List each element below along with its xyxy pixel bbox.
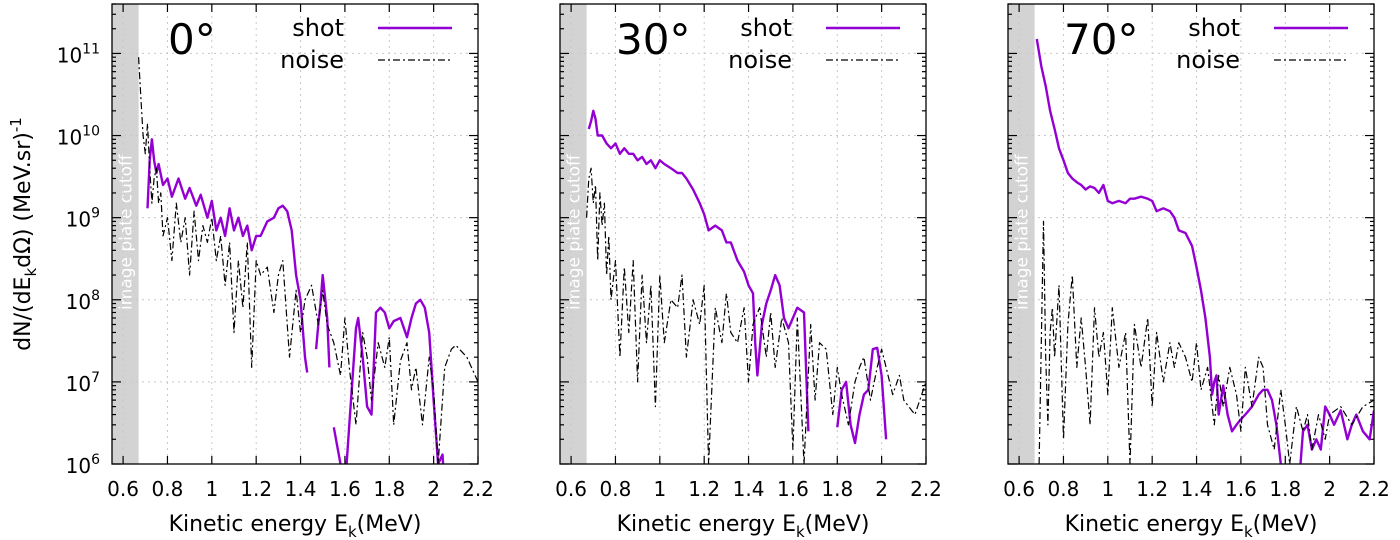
y-axis-label: dN/(dEkdΩ) (MeV.sr)-1 [7, 117, 40, 351]
x-tick-label: 1.6 [329, 477, 361, 501]
x-tick-label: 1.2 [240, 477, 272, 501]
x-tick-label: 1.6 [1225, 477, 1257, 501]
x-axis-label: Kinetic energy Ek(MeV) [169, 512, 422, 540]
y-tick-label: 108 [66, 288, 100, 314]
x-tick-label: 0.8 [600, 477, 632, 501]
x-tick-label: 1.8 [821, 477, 853, 501]
panels-root: image plate cutoff 0.6 0.8 1 1.2 1.4 1.6 1.8 2 2.… [7, 3, 1390, 540]
x-tick-label: 1.4 [1181, 477, 1213, 501]
series-noise-line [1038, 220, 1374, 464]
series-noise-line [138, 57, 478, 464]
plot-frame [1007, 3, 1375, 465]
series-shot-line [146, 138, 445, 464]
x-tick-label: 1 [653, 477, 666, 501]
y-tick-label: 1011 [57, 41, 100, 67]
series-shot-line [1035, 38, 1374, 464]
plot-frame [111, 3, 479, 465]
cutoff-annotation: image plate cutoff [564, 153, 584, 310]
legend-label-shot: shot [1188, 14, 1240, 42]
y-tick-label: 109 [66, 206, 100, 232]
panel-angle-label: 70° [1064, 15, 1138, 64]
x-tick-label: 1.8 [373, 477, 405, 501]
x-tick-label: 2 [1323, 477, 1336, 501]
panel-angle-label: 0° [168, 15, 216, 64]
x-tick-label: 2.2 [462, 477, 494, 501]
x-tick-label: 0.8 [152, 477, 184, 501]
x-axis-label: Kinetic energy Ek(MeV) [1065, 512, 1318, 540]
image-plate-cutoff-band [112, 4, 139, 464]
cutoff-annotation: image plate cutoff [116, 153, 136, 310]
image-plate-cutoff-band [560, 4, 587, 464]
cutoff-annotation: image plate cutoff [1012, 153, 1032, 310]
series-noise-line [586, 167, 926, 464]
x-tick-label: 1 [1101, 477, 1114, 501]
panel-0: image plate cutoff 0.6 0.8 1 1.2 1.4 1.6 1.8 2 2.… [7, 3, 494, 540]
legend-label-noise: noise [280, 46, 344, 74]
series-shot-line [587, 109, 888, 445]
panel-1: image plate cutoff 0.6 0.8 1 1.2 1.4 1.6 1.8 2 2.… [555, 3, 942, 540]
x-tick-label: 1.2 [1136, 477, 1168, 501]
x-tick-label: 1.4 [285, 477, 317, 501]
image-plate-cutoff-band [1008, 4, 1035, 464]
y-tick-label: 106 [66, 452, 100, 478]
y-tick-label: 1010 [57, 124, 100, 150]
panel-2: image plate cutoff 0.6 0.8 1 1.2 1.4 1.6 1.8 2 2.… [1003, 3, 1390, 540]
x-tick-label: 0.6 [107, 477, 139, 501]
legend-label-noise: noise [728, 46, 792, 74]
x-tick-label: 0.6 [1003, 477, 1035, 501]
legend-label-shot: shot [292, 14, 344, 42]
x-tick-label: 2.2 [1358, 477, 1390, 501]
x-tick-label: 2.2 [910, 477, 942, 501]
x-tick-label: 0.8 [1048, 477, 1080, 501]
y-tick-label: 107 [66, 370, 100, 396]
plot-frame [559, 3, 927, 465]
x-axis-label: Kinetic energy Ek(MeV) [617, 512, 870, 540]
x-tick-label: 1.2 [688, 477, 720, 501]
legend-label-noise: noise [1176, 46, 1240, 74]
panel-angle-label: 30° [616, 15, 690, 64]
x-tick-label: 0.6 [555, 477, 587, 501]
x-tick-label: 1.8 [1269, 477, 1301, 501]
x-tick-label: 2 [875, 477, 888, 501]
x-tick-label: 1 [205, 477, 218, 501]
x-tick-label: 1.6 [777, 477, 809, 501]
x-tick-label: 1.4 [733, 477, 765, 501]
x-tick-label: 2 [427, 477, 440, 501]
legend-label-shot: shot [740, 14, 792, 42]
